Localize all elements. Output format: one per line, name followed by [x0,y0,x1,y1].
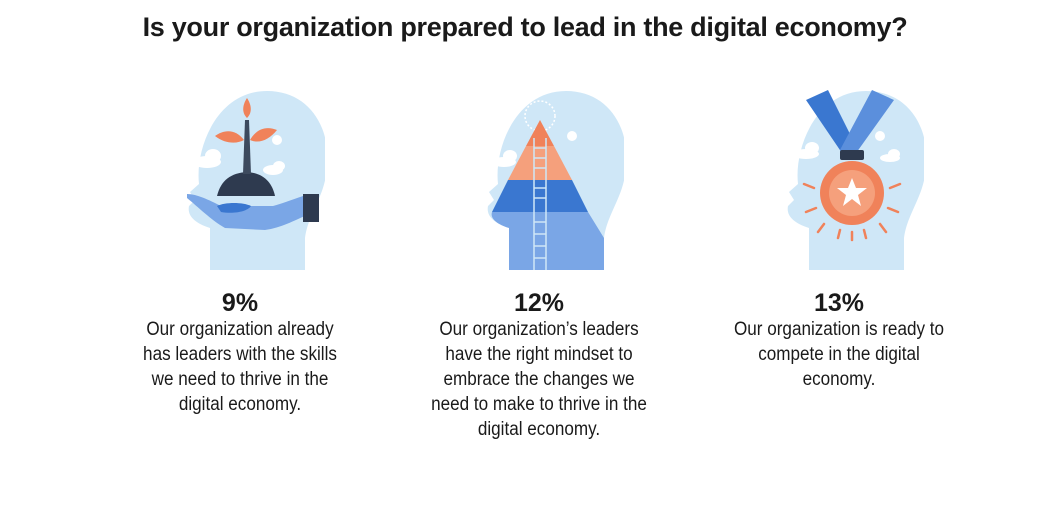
page-title: Is your organization prepared to lead in… [142,12,908,42]
stat-card-mindset: 12% Our organization’s leaders have the … [409,88,669,442]
stat-percent: 12% [513,289,565,317]
stat-description: Our organization’s leaders have the righ… [431,319,647,440]
stat-card-ready: 13% Our organization is ready to compete… [709,88,969,392]
medal-icon [787,90,924,270]
stat-percent: 9% [221,289,259,317]
stat-description: Our organization is ready to compete in … [733,319,945,390]
hand-holding-plant-icon [187,91,325,270]
stat-card-skills: 9% Our organization already has leaders … [110,88,370,417]
stat-percent: 13% [813,289,865,317]
stat-description: Our organization already has leaders wit… [143,319,337,415]
pyramid-ladder-icon [487,91,624,270]
